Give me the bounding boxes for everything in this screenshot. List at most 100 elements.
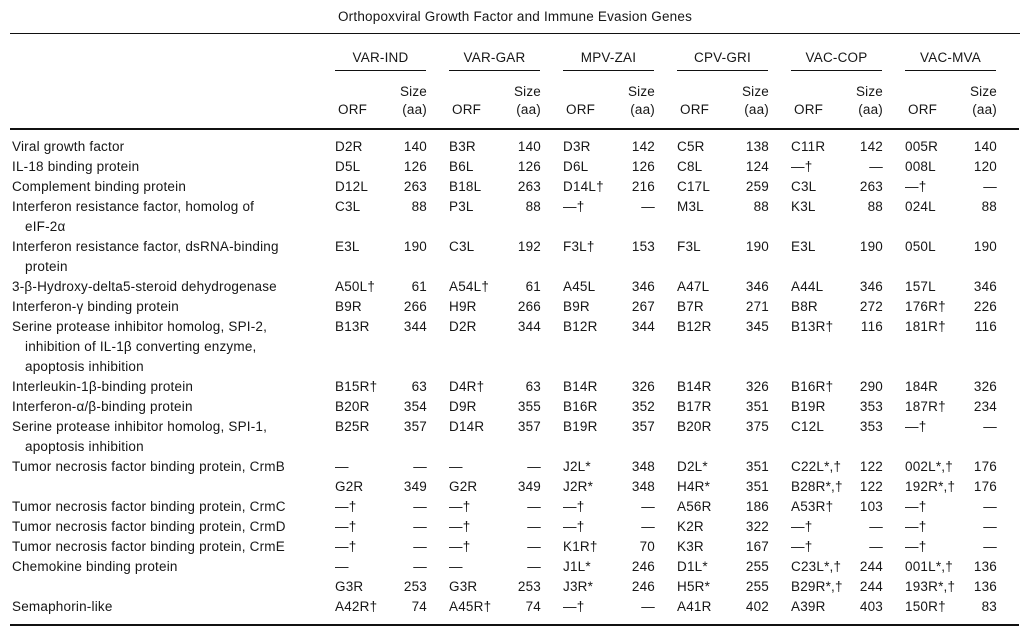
- cell-orf: [563, 357, 625, 377]
- cell-size: 140: [517, 139, 541, 154]
- cell-orf: B3R: [449, 139, 476, 154]
- cell-size: —: [413, 539, 427, 554]
- virus-group-header: VAC-COP: [791, 34, 905, 71]
- row-label: protein: [25, 259, 68, 274]
- row-label: inhibition of IL-1β converting enzyme,: [25, 339, 257, 354]
- cell-size: 346: [745, 279, 769, 294]
- cell-size: 266: [403, 299, 427, 314]
- cell-orf: —†: [791, 539, 813, 554]
- row-label: Serine protease inhibitor homolog, SPI-1…: [12, 419, 268, 434]
- cell-size: [397, 337, 449, 357]
- size-column-header: Size (aa): [397, 71, 449, 128]
- cell-orf: [335, 337, 397, 357]
- cell-orf: A56R: [677, 499, 712, 514]
- row-label: Serine protease inhibitor homolog, SPI-2…: [12, 319, 268, 334]
- orf-column-header: ORF: [338, 102, 368, 117]
- cell-size: 322: [745, 519, 769, 534]
- cell-orf: —†: [335, 519, 357, 534]
- cell-orf: B9R: [335, 299, 362, 314]
- cell-orf: 008L: [905, 159, 936, 174]
- cell-orf: [335, 217, 397, 237]
- cell-orf: [677, 257, 739, 277]
- cell-orf: C23L*,†: [791, 559, 842, 574]
- cell-orf: H5R*: [677, 579, 711, 594]
- cell-size: [625, 437, 677, 457]
- cell-size: 61: [525, 279, 541, 294]
- cell-size: 88: [411, 199, 427, 214]
- orf-column-header: ORF: [908, 102, 938, 117]
- row-label: [10, 477, 335, 497]
- cell-orf: C11R: [791, 139, 826, 154]
- cell-orf: —†: [905, 499, 927, 514]
- cell-size: [511, 437, 563, 457]
- cell-size: 351: [745, 479, 769, 494]
- cell-orf: A45L: [563, 279, 596, 294]
- virus-group-header: VAC-MVA: [905, 34, 1019, 71]
- cell-size: 190: [973, 239, 997, 254]
- cell-orf: [677, 357, 739, 377]
- cell-size: 88: [867, 199, 883, 214]
- cell-size: 124: [745, 159, 769, 174]
- cell-size: 346: [859, 279, 883, 294]
- cell-size: 344: [403, 319, 427, 334]
- cell-orf: B13R†: [791, 319, 834, 334]
- row-label: Interferon resistance factor, homolog of: [12, 199, 255, 214]
- cell-orf: D2R: [335, 139, 363, 154]
- cell-size: [853, 217, 905, 237]
- cell-size: 140: [973, 139, 997, 154]
- cell-orf: A39R: [791, 599, 826, 614]
- cell-size: 402: [745, 599, 769, 614]
- cell-orf: 002L*,†: [905, 459, 953, 474]
- cell-orf: [791, 437, 853, 457]
- cell-size: —: [527, 499, 541, 514]
- cell-size: 126: [631, 159, 655, 174]
- cell-orf: B17R: [677, 399, 712, 414]
- cell-orf: —†: [791, 159, 813, 174]
- cell-orf: J1L*: [563, 559, 591, 574]
- cell-orf: —†: [563, 499, 585, 514]
- size-header-line: (aa): [630, 102, 655, 117]
- cell-orf: D9R: [449, 399, 477, 414]
- orf-column-header: ORF: [452, 102, 482, 117]
- cell-size: 246: [631, 579, 655, 594]
- cell-orf: [905, 357, 967, 377]
- cell-orf: —†: [905, 419, 927, 434]
- row-label: Interferon resistance factor, dsRNA-bind…: [12, 239, 279, 254]
- cell-orf: F3L: [677, 239, 701, 254]
- cell-size: 344: [517, 319, 541, 334]
- virus-group-label: VAR-GAR: [449, 50, 540, 71]
- cell-size: 349: [403, 479, 427, 494]
- cell-orf: A50L†: [335, 279, 376, 294]
- cell-size: [967, 257, 1019, 277]
- cell-orf: A41R: [677, 599, 712, 614]
- cell-orf: B6L: [449, 159, 474, 174]
- cell-orf: D2R: [449, 319, 477, 334]
- size-column-header: Size (aa): [853, 71, 905, 128]
- cell-orf: 024L: [905, 199, 936, 214]
- cell-orf: 050L: [905, 239, 936, 254]
- cell-size: 349: [517, 479, 541, 494]
- cell-size: —: [983, 419, 997, 434]
- cell-orf: B15R†: [335, 379, 378, 394]
- cell-size: 122: [859, 479, 883, 494]
- cell-orf: 181R†: [905, 319, 946, 334]
- cell-orf: H4R*: [677, 479, 711, 494]
- header-spacer: [10, 71, 335, 128]
- cell-size: 74: [411, 599, 427, 614]
- row-label: Interferon-γ binding protein: [12, 299, 179, 314]
- cell-orf: 176R†: [905, 299, 946, 314]
- cell-size: 167: [745, 539, 769, 554]
- cell-size: 403: [859, 599, 883, 614]
- virus-group-header: CPV-GRI: [677, 34, 791, 71]
- cell-size: 140: [403, 139, 427, 154]
- virus-group-label: VAR-IND: [335, 50, 426, 71]
- cell-orf: D5L: [335, 159, 361, 174]
- cell-size: 263: [517, 179, 541, 194]
- size-header-line: Size: [627, 84, 655, 99]
- row-label: Complement binding protein: [12, 179, 187, 194]
- cell-size: —: [641, 599, 655, 614]
- cell-orf: C3L: [449, 239, 475, 254]
- cell-size: 352: [631, 399, 655, 414]
- cell-orf: [449, 357, 511, 377]
- size-header-line: (aa): [858, 102, 883, 117]
